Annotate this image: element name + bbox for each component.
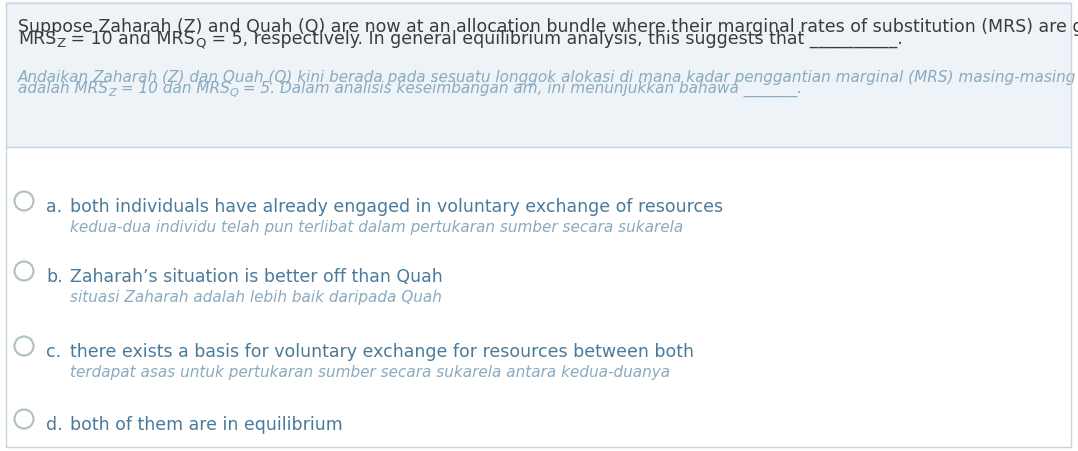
Text: Q: Q bbox=[230, 88, 238, 98]
Text: Q: Q bbox=[195, 37, 206, 50]
Text: situasi Zaharah adalah lebih baik daripada Quah: situasi Zaharah adalah lebih baik daripa… bbox=[70, 290, 442, 304]
Text: Z: Z bbox=[56, 37, 66, 50]
Text: Z: Z bbox=[108, 88, 115, 98]
Text: both of them are in equilibrium: both of them are in equilibrium bbox=[70, 415, 343, 433]
Text: a.: a. bbox=[46, 198, 63, 216]
Text: there exists a basis for voluntary exchange for resources between both: there exists a basis for voluntary excha… bbox=[70, 342, 694, 360]
Text: adalah MRS: adalah MRS bbox=[18, 81, 108, 96]
Text: terdapat asas untuk pertukaran sumber secara sukarela antara kedua-duanya: terdapat asas untuk pertukaran sumber se… bbox=[70, 364, 671, 379]
Text: both individuals have already engaged in voluntary exchange of resources: both individuals have already engaged in… bbox=[70, 198, 723, 216]
Bar bbox=[6, 2, 1072, 147]
Text: Zaharah’s situation is better off than Quah: Zaharah’s situation is better off than Q… bbox=[70, 267, 443, 285]
Text: = 5, respectively. In general equilibrium analysis, this suggests that _________: = 5, respectively. In general equilibriu… bbox=[206, 30, 902, 48]
Text: c.: c. bbox=[46, 342, 61, 360]
Text: = 5. Dalam analisis keseimbangan am, ini menunjukkan bahawa _______.: = 5. Dalam analisis keseimbangan am, ini… bbox=[238, 81, 802, 97]
Text: MRS: MRS bbox=[18, 30, 56, 48]
Text: Suppose Zaharah (Z) and Quah (Q) are now at an allocation bundle where their mar: Suppose Zaharah (Z) and Quah (Q) are now… bbox=[18, 18, 1078, 36]
Text: b.: b. bbox=[46, 267, 63, 285]
Text: d.: d. bbox=[46, 415, 63, 433]
Text: = 10 dan MRS: = 10 dan MRS bbox=[115, 81, 230, 96]
Text: Andaikan Zaharah (Z) dan Quah (Q) kini berada pada sesuatu longgok alokasi di ma: Andaikan Zaharah (Z) dan Quah (Q) kini b… bbox=[18, 70, 1076, 85]
Text: = 10 and MRS: = 10 and MRS bbox=[66, 30, 195, 48]
Text: kedua-dua individu telah pun terlibat dalam pertukaran sumber secara sukarela: kedua-dua individu telah pun terlibat da… bbox=[70, 220, 683, 235]
